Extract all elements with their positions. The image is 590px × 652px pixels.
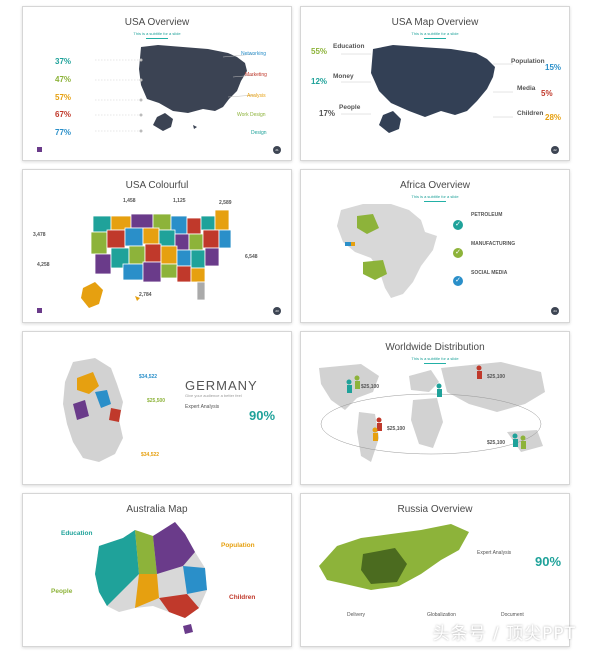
- right-label-1: Population: [511, 58, 545, 65]
- africa-map: [337, 204, 437, 298]
- map-number-4: 3,478: [33, 232, 46, 238]
- right-percent-3: 28%: [545, 113, 562, 122]
- right-label-3: Children: [517, 110, 544, 117]
- map-number-2: 1,125: [173, 198, 186, 204]
- item-title-3: SOCIAL MEDIA: [471, 270, 508, 276]
- analysis-percent: 90%: [535, 554, 562, 569]
- analysis-percent: 90%: [249, 408, 276, 423]
- slide-title: Worldwide Distribution: [385, 342, 485, 353]
- page-number-badge: 22: [551, 146, 559, 154]
- left-label-1: Education: [333, 43, 365, 50]
- slide-title: USA Overview: [124, 17, 190, 28]
- region-label-3: People: [51, 588, 73, 595]
- left-label-3: People: [339, 104, 361, 111]
- footer-label-2: Globalization: [427, 612, 456, 618]
- check-icon: ✓: [453, 220, 463, 230]
- slide-subtitle: Give your audience a better feel: [185, 393, 242, 398]
- region-label-2: Population: [221, 542, 255, 549]
- item-title-2: MANUFACTURING: [471, 241, 516, 247]
- value-4: $25,100: [487, 440, 506, 446]
- slide-subtitle: This is a subtitle for a slide: [23, 31, 291, 39]
- value-2: $25,500: [147, 398, 166, 404]
- percent-1: 37%: [55, 57, 72, 66]
- brand-logo-icon: [37, 147, 42, 152]
- value-3: $25,100: [387, 426, 406, 432]
- analysis-heading: Expert Analysis: [185, 404, 220, 410]
- slide-subtitle: This is a subtitle for a slide: [301, 194, 569, 202]
- usa-map-dark: [95, 45, 256, 133]
- left-percent-1: 55%: [311, 47, 328, 56]
- slide-title: Russia Overview: [397, 504, 473, 515]
- slide-title: GERMANY: [185, 378, 258, 393]
- right-percent-2: 5%: [541, 89, 553, 98]
- label-3: Analysis: [247, 93, 266, 99]
- usa-map-navy: [341, 45, 513, 133]
- germany-map: [63, 358, 123, 462]
- slide-title: Australia Map: [126, 504, 188, 515]
- slide-title: USA Colourful: [125, 180, 189, 191]
- percent-2: 47%: [55, 75, 72, 84]
- label-5: Design: [251, 130, 267, 136]
- label-2: Marketing: [245, 72, 267, 78]
- slide-africa-overview[interactable]: Africa Overview This is a subtitle for a…: [300, 169, 570, 323]
- watermark-text: 头条号 / 顶尖PPT: [432, 624, 576, 644]
- map-number-1: 1,458: [123, 198, 136, 204]
- label-4: Work Design: [237, 112, 266, 118]
- value-1: $34,522: [139, 374, 158, 380]
- australia-map: [95, 522, 207, 634]
- usa-map-colourful: [81, 209, 232, 308]
- slide-subtitle: This is a subtitle for a slide: [301, 31, 569, 39]
- check-icon: ✓: [453, 276, 463, 286]
- map-number-5: 4,258: [37, 262, 50, 268]
- slide-usa-overview[interactable]: USA Overview This is a subtitle for a sl…: [22, 6, 292, 161]
- region-label-1: Education: [61, 530, 93, 537]
- footer-label-3: Document: [501, 612, 524, 618]
- percent-4: 67%: [55, 110, 72, 119]
- value-3: $34,522: [141, 452, 160, 458]
- label-1: Networking: [241, 51, 267, 57]
- value-2: $25,100: [487, 374, 506, 380]
- footer-label-1: Delivery: [347, 612, 366, 618]
- slide-usa-colourful[interactable]: USA Colourful 1,458 1,125 2,589 3,478 4,…: [22, 169, 292, 323]
- slide-title: Africa Overview: [399, 180, 470, 191]
- map-number-7: 2,784: [139, 292, 152, 298]
- slide-worldwide-distribution[interactable]: Worldwide Distribution This is a subtitl…: [300, 331, 570, 485]
- slide-russia-overview[interactable]: Russia Overview Expert Analysis 90% Deli…: [300, 493, 570, 647]
- right-label-2: Media: [517, 85, 536, 92]
- region-label-4: Children: [229, 594, 256, 601]
- left-label-2: Money: [333, 73, 354, 80]
- slide-australia-map[interactable]: Australia Map Education Population Peopl…: [22, 493, 292, 647]
- right-percent-1: 15%: [545, 63, 562, 72]
- slide-usa-map-overview[interactable]: USA Map Overview This is a subtitle for …: [300, 6, 570, 161]
- percent-3: 57%: [55, 93, 72, 102]
- brand-logo-icon: [37, 308, 42, 313]
- slide-title: USA Map Overview: [391, 17, 479, 28]
- map-number-6: 6,548: [245, 254, 258, 260]
- slide-subtitle: This is a subtitle for a slide: [301, 356, 569, 364]
- world-map: [319, 362, 545, 462]
- page-number-badge: 21: [273, 146, 281, 154]
- person-icon: [346, 365, 526, 449]
- map-number-3: 2,589: [219, 200, 232, 206]
- russia-map: [319, 524, 469, 590]
- page-number-badge: 23: [273, 307, 281, 315]
- analysis-heading: Expert Analysis: [477, 550, 512, 556]
- value-1: $25,100: [361, 384, 380, 390]
- item-title-1: PETROLEUM: [471, 212, 503, 218]
- page-number-badge: 24: [551, 307, 559, 315]
- check-icon: ✓: [453, 248, 463, 258]
- percent-5: 77%: [55, 128, 72, 137]
- left-percent-2: 12%: [311, 77, 328, 86]
- left-percent-3: 17%: [319, 109, 336, 118]
- slide-germany[interactable]: $34,522 $25,500 $34,522 GERMANY Give you…: [22, 331, 292, 485]
